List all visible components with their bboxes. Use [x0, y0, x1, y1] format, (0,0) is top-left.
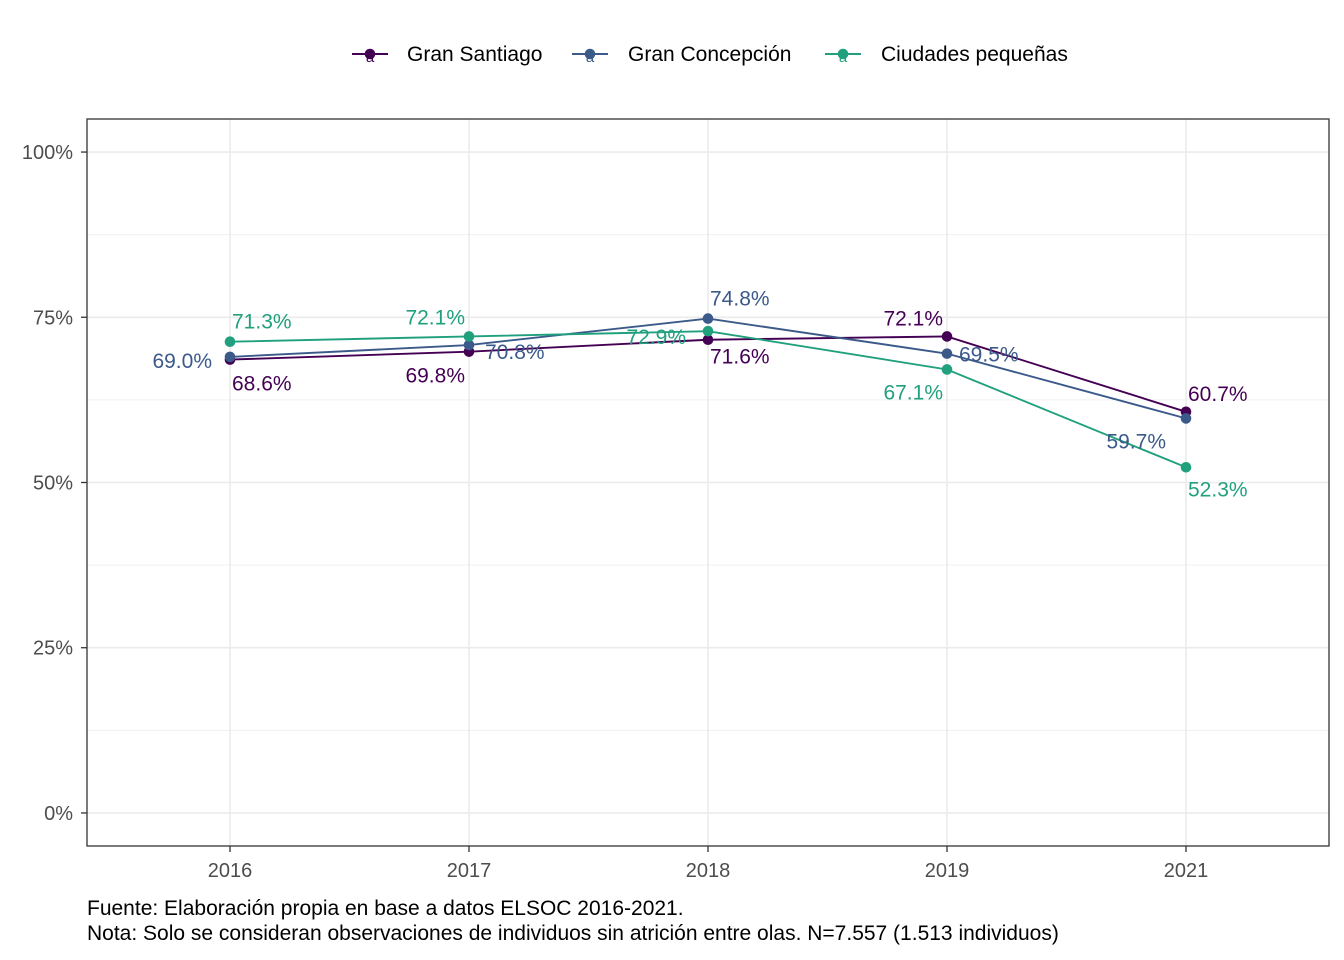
data-point [463, 331, 475, 342]
y-tick-label: 100% [22, 142, 73, 164]
x-tick-label: 2018 [686, 860, 731, 882]
legend-key-glyph: a [586, 49, 595, 66]
data-label: 71.3% [232, 311, 292, 334]
data-point [941, 348, 953, 359]
grid [87, 119, 1329, 846]
y-tick-label: 25% [33, 638, 73, 660]
data-label: 72.9% [626, 326, 686, 349]
data-point [702, 334, 714, 346]
legend-label: Gran Concepción [628, 43, 791, 66]
y-axis: 0% 25% 50% 75% 100% [22, 142, 87, 825]
data-point [463, 339, 475, 351]
data-label: 70.8% [485, 341, 545, 364]
legend-key-point [364, 48, 376, 60]
data-labels-layer: 68.6% 69.8% 71.6% 72.1% 60.7% 69.0% 70.8% 74.8%… [152, 288, 1247, 502]
legend-key-glyph: a [839, 49, 848, 66]
data-label: 69.0% [152, 350, 212, 373]
data-point [1180, 413, 1192, 424]
legend: a Gran Santiago a Gran Concepción a Ciudades … [352, 43, 1068, 66]
y-tick-label: 75% [33, 307, 73, 329]
x-tick-label: 2017 [447, 860, 492, 882]
series-layer [224, 313, 1192, 473]
data-label: 69.8% [405, 365, 465, 388]
x-tick-label: 2016 [208, 860, 253, 882]
legend-key-point [584, 48, 596, 60]
legend-key-glyph: a [366, 49, 375, 66]
legend-item: a Gran Santiago [352, 43, 542, 66]
legend-label: Ciudades pequeñas [881, 43, 1068, 66]
legend-key-point [837, 48, 849, 60]
series-1 [224, 313, 1192, 424]
data-point [941, 331, 953, 342]
data-label: 69.5% [959, 344, 1019, 367]
legend-item: a Gran Concepción [572, 43, 791, 66]
data-point [702, 325, 714, 337]
series-2 [224, 325, 1192, 473]
note-caption: Nota: Solo se consideran observaciones d… [87, 922, 1059, 945]
legend-label: Gran Santiago [407, 43, 542, 66]
data-label: 67.1% [883, 381, 943, 404]
data-point [941, 364, 953, 375]
data-label: 68.6% [232, 373, 292, 396]
data-label: 71.6% [710, 346, 770, 369]
data-point [224, 336, 236, 348]
data-label: 60.7% [1188, 383, 1248, 406]
x-tick-label: 2019 [925, 860, 970, 882]
data-label: 72.1% [405, 306, 465, 329]
data-label: 74.8% [710, 288, 770, 311]
x-axis: 2016 2017 2018 2019 2021 [208, 846, 1209, 882]
y-tick-label: 50% [33, 473, 73, 495]
legend-item: a Ciudades pequeñas [825, 43, 1068, 66]
y-tick-label: 0% [44, 803, 73, 825]
data-point [1180, 461, 1192, 473]
data-label: 52.3% [1188, 478, 1248, 501]
data-point [702, 313, 714, 324]
data-label: 59.7% [1106, 430, 1166, 453]
x-tick-label: 2021 [1164, 860, 1209, 882]
data-label: 72.1% [883, 307, 943, 330]
data-point [224, 351, 236, 363]
source-caption: Fuente: Elaboración propia en base a dat… [87, 897, 684, 920]
